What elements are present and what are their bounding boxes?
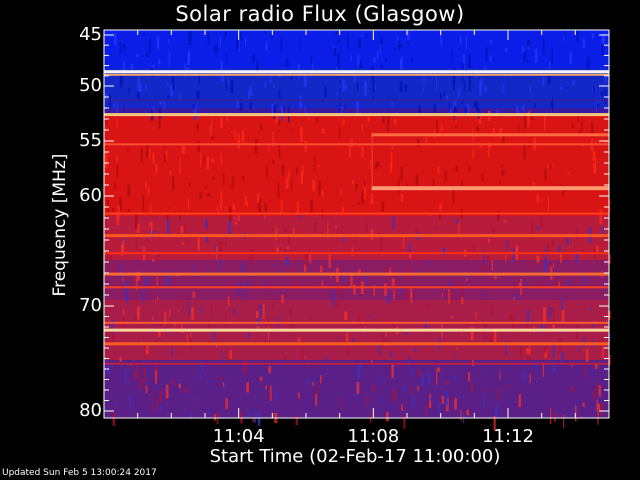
x-tick-label: 11:04 bbox=[212, 426, 265, 447]
x-axis-label: Start Time (02-Feb-17 11:00:00) bbox=[209, 446, 501, 467]
plot-frame bbox=[103, 29, 610, 419]
x-tick-label: 11:12 bbox=[482, 426, 534, 447]
y-tick-label: 50 bbox=[79, 75, 102, 96]
spectrogram-image bbox=[104, 30, 611, 431]
chart-title: Solar radio Flux (Glasgow) bbox=[175, 2, 465, 26]
y-tick-label: 70 bbox=[79, 295, 102, 316]
plot-axes bbox=[103, 29, 610, 419]
y-tick-label: 80 bbox=[79, 400, 102, 421]
y-tick-label: 45 bbox=[79, 24, 102, 45]
y-axis-label: Frequency [MHz] bbox=[50, 153, 70, 297]
update-timestamp: Updated Sun Feb 5 13:00:24 2017 bbox=[2, 468, 157, 478]
x-tick-label: 11:08 bbox=[347, 426, 400, 447]
y-tick-label: 55 bbox=[79, 130, 102, 151]
y-tick-label: 60 bbox=[79, 185, 102, 206]
